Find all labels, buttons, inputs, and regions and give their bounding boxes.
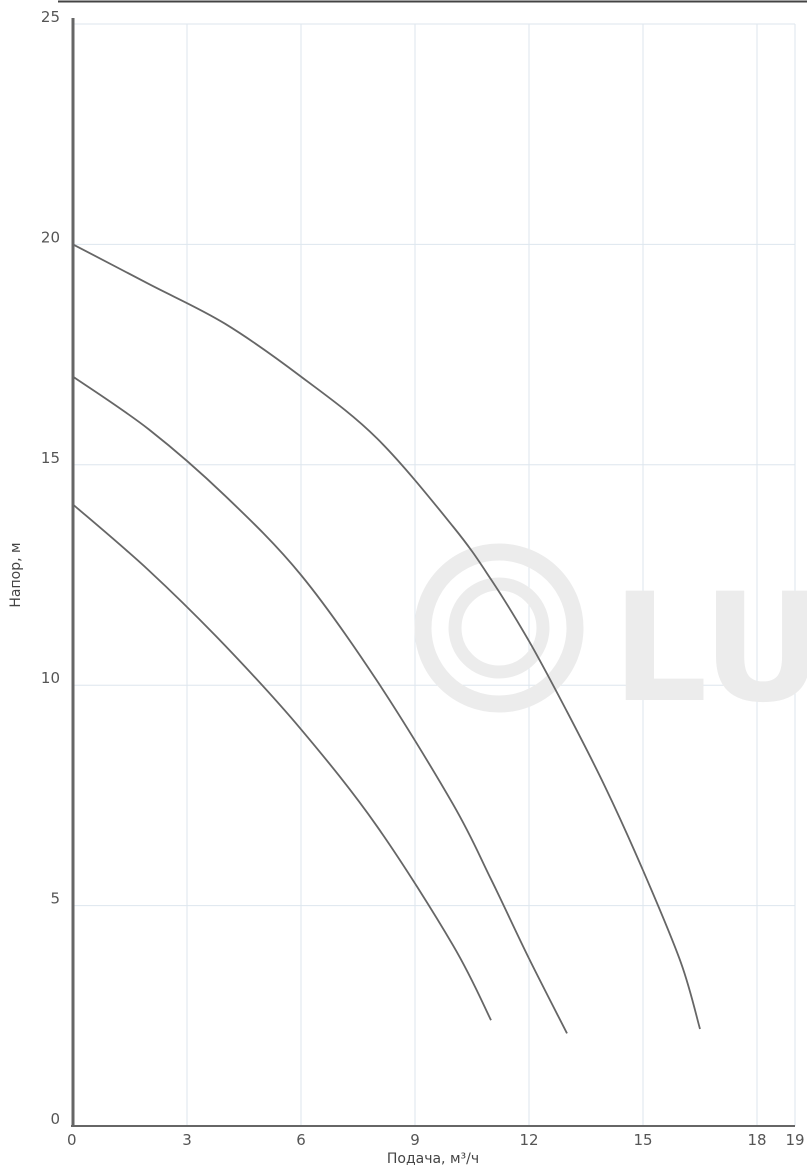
series-curve-3 — [72, 243, 701, 1030]
y-tick-label: 15 — [41, 449, 60, 467]
y-tick-label: 10 — [41, 669, 60, 687]
x-tick-label: 3 — [182, 1131, 192, 1149]
watermark-logo: LU — [414, 543, 807, 736]
series-layer — [72, 243, 701, 1034]
y-axis-title: Напор, м — [8, 542, 24, 607]
watermark-ring-outer — [414, 543, 584, 713]
watermark-ring-inner — [448, 577, 550, 679]
x-tick-label: 19 — [785, 1131, 804, 1149]
x-tick-label: 9 — [410, 1131, 420, 1149]
x-tick-label: 6 — [296, 1131, 306, 1149]
series-curve-2 — [72, 375, 568, 1034]
x-axis-title: Подача, м³/ч — [387, 1151, 479, 1167]
y-tick-label: 5 — [50, 890, 60, 908]
y-tick-label: 25 — [41, 8, 60, 26]
watermark-text: LU — [612, 562, 807, 736]
x-tick-label: 18 — [747, 1131, 766, 1149]
grid-layer — [73, 23, 796, 1126]
y-tick-label: 0 — [50, 1110, 60, 1128]
x-tick-label: 0 — [67, 1131, 77, 1149]
series-curve-1 — [72, 503, 492, 1021]
axis-layer — [71, 18, 795, 1127]
tick-label-layer: 0 3 6 9 12 15 18 19 0 5 10 15 20 25 — [41, 8, 805, 1149]
y-tick-label: 20 — [41, 228, 60, 246]
x-tick-label: 15 — [633, 1131, 652, 1149]
x-tick-label: 12 — [519, 1131, 538, 1149]
